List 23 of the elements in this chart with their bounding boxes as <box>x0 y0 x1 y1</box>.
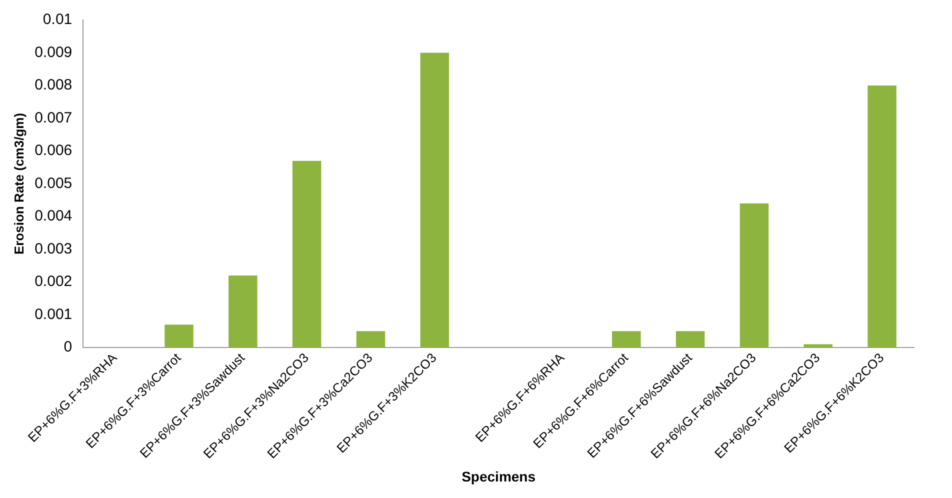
bar <box>676 331 705 348</box>
y-tick-label: 0.001 <box>34 306 72 323</box>
y-tick-label: 0.002 <box>34 273 72 290</box>
bar <box>292 160 322 348</box>
bar <box>164 324 194 348</box>
bar <box>612 331 641 348</box>
bar <box>420 52 450 348</box>
bar <box>356 331 386 348</box>
bar <box>804 344 833 348</box>
bar <box>740 203 769 348</box>
y-tick-label: 0.008 <box>34 76 72 94</box>
bar <box>868 86 896 348</box>
y-tick-label: 0.01 <box>42 11 72 28</box>
y-tick-label: 0.006 <box>34 142 72 160</box>
y-tick-label: 0 <box>64 338 72 356</box>
y-tick-label: 0.005 <box>34 174 72 192</box>
y-axis-title: Erosion Rate (cm3/gm) <box>11 112 26 255</box>
bar <box>228 275 258 348</box>
x-axis-title: Specimens <box>462 468 536 484</box>
y-tick-label: 0.009 <box>34 44 72 61</box>
y-tick-label: 0.007 <box>34 109 72 126</box>
y-tick-label: 0.004 <box>34 208 72 225</box>
y-tick-label: 0.003 <box>34 240 72 258</box>
